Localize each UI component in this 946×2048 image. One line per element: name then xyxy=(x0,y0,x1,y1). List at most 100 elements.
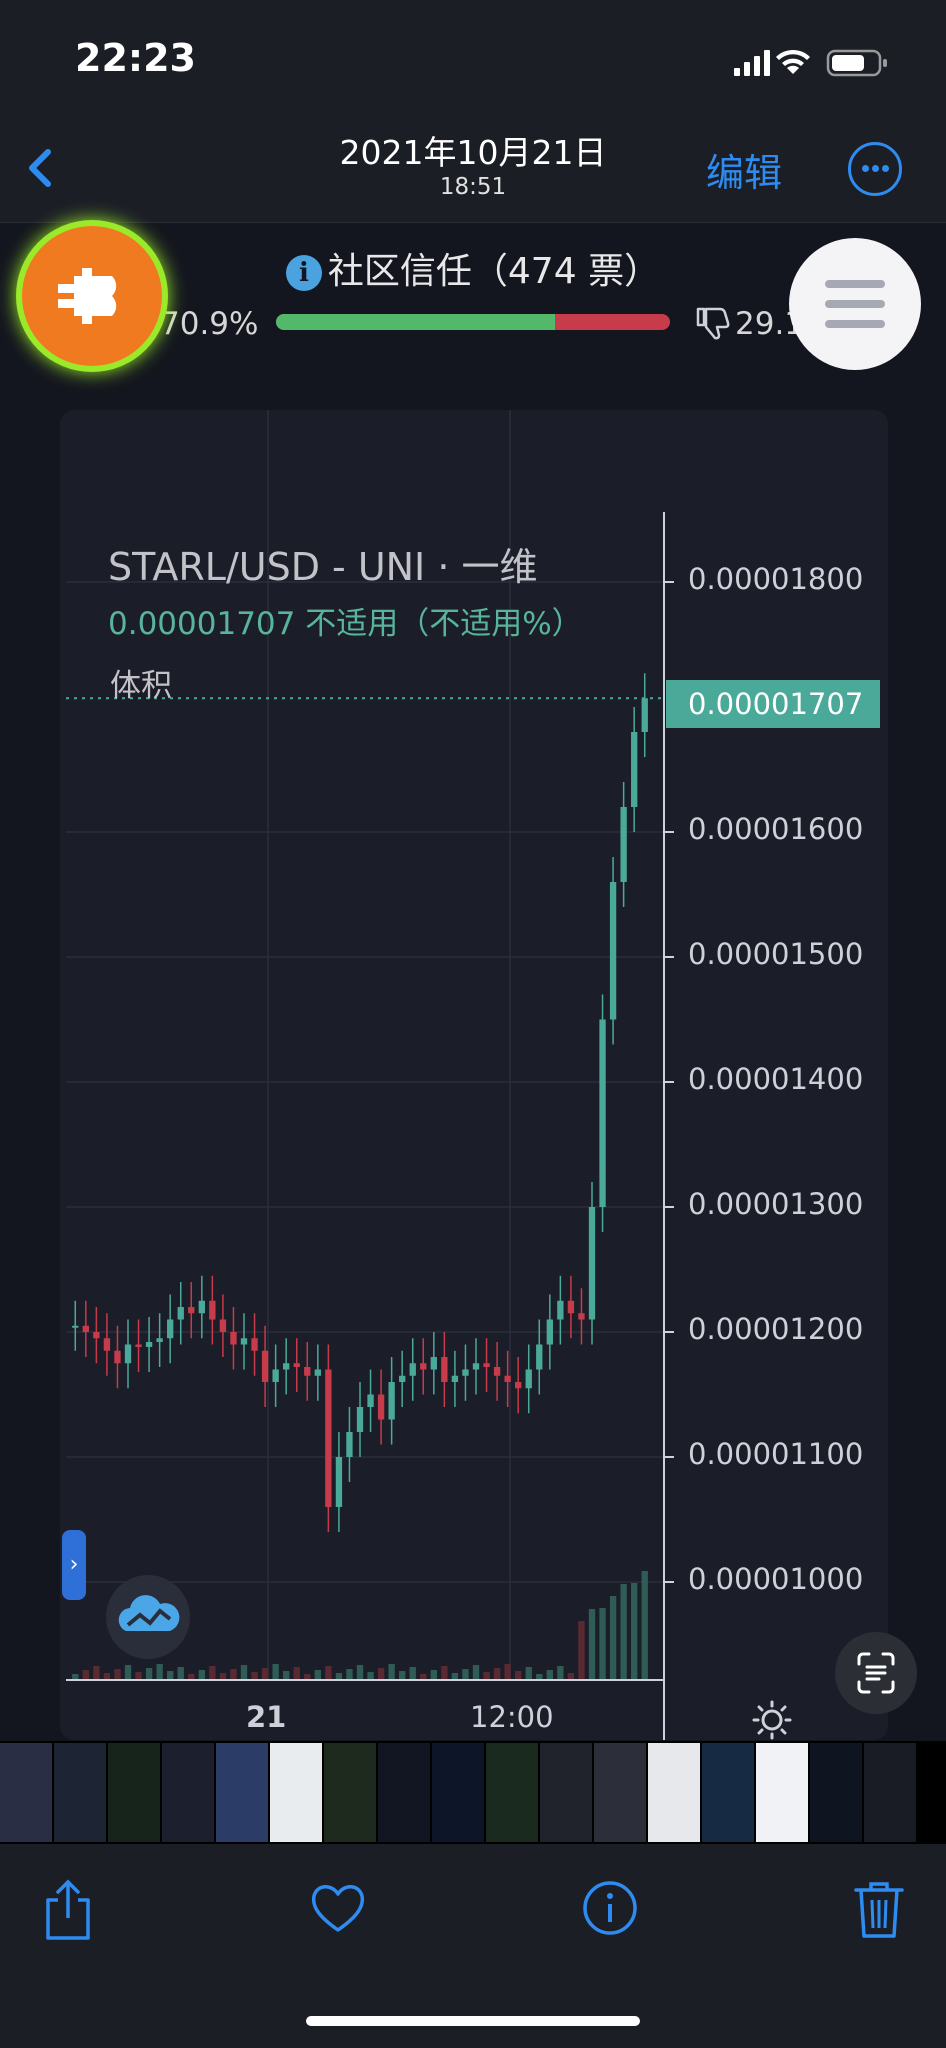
candle-body xyxy=(209,1300,216,1320)
candle-body xyxy=(472,1363,480,1370)
volume-bar xyxy=(609,1596,617,1680)
price-chart[interactable] xyxy=(60,410,888,1740)
cloud-icon[interactable] xyxy=(106,1575,190,1659)
volume-bar xyxy=(588,1609,596,1680)
volume-bar xyxy=(472,1665,480,1680)
photo-thumbnail[interactable] xyxy=(486,1743,538,1842)
volume-bar xyxy=(420,1674,427,1680)
back-chevron-icon[interactable] xyxy=(18,138,68,198)
heart-icon[interactable] xyxy=(308,1878,368,1938)
price-candles xyxy=(72,673,648,1532)
home-indicator[interactable] xyxy=(306,2016,640,2026)
bottom-toolbar xyxy=(0,1844,946,2048)
volume-bar xyxy=(335,1673,343,1680)
volume-bar xyxy=(641,1571,648,1680)
chart-card xyxy=(60,410,888,1740)
edit-button[interactable]: 编辑 xyxy=(706,151,783,195)
candle-body xyxy=(388,1382,395,1420)
volume-bar xyxy=(356,1665,364,1680)
photo-thumbnail[interactable] xyxy=(108,1743,160,1842)
more-options-icon[interactable] xyxy=(848,142,902,196)
candle-body xyxy=(557,1300,564,1320)
photo-thumbnail[interactable] xyxy=(756,1743,808,1842)
photo-thumbnail-strip[interactable] xyxy=(0,1741,946,1844)
candle-body xyxy=(641,698,648,732)
y-tick-label: 0.00001200 xyxy=(688,1312,864,1346)
thumbs-down-icon[interactable] xyxy=(694,305,730,341)
photo-thumbnail[interactable] xyxy=(162,1743,214,1842)
side-panel-toggle[interactable]: › xyxy=(62,1530,86,1600)
info-icon[interactable] xyxy=(580,1878,640,1938)
volume-bar xyxy=(251,1672,258,1680)
candle-body xyxy=(240,1338,248,1345)
volume-bar xyxy=(82,1670,89,1680)
candle-body xyxy=(377,1394,385,1420)
candle-body xyxy=(93,1332,100,1339)
volume-label: 体积 xyxy=(110,668,172,704)
photo-thumbnail[interactable] xyxy=(594,1743,646,1842)
volume-bar xyxy=(177,1667,184,1680)
candle-body xyxy=(230,1332,237,1345)
y-tick-label: 0.00001500 xyxy=(688,937,864,971)
volume-bar xyxy=(525,1667,532,1680)
candle-body xyxy=(82,1325,89,1332)
volume-bar xyxy=(272,1664,279,1680)
candle-body xyxy=(156,1338,163,1342)
photo-thumbnail[interactable] xyxy=(270,1743,322,1842)
candle-body xyxy=(620,807,627,882)
y-tick-label: 0.00001600 xyxy=(688,812,864,846)
candle-body xyxy=(261,1350,269,1382)
volume-bar xyxy=(135,1672,142,1680)
x-tick-label: 12:00 xyxy=(470,1700,554,1734)
candle-body xyxy=(251,1338,258,1351)
status-icons xyxy=(734,49,887,77)
info-circle-icon[interactable]: i xyxy=(285,255,322,291)
volume-bar xyxy=(304,1674,311,1680)
trust-vote-bar xyxy=(276,314,670,330)
photo-thumbnail[interactable] xyxy=(378,1743,430,1842)
y-tick-label: 0.00001400 xyxy=(688,1062,864,1096)
candle-body xyxy=(304,1367,311,1376)
volume-bar xyxy=(261,1668,269,1680)
menu-hamburger-icon[interactable] xyxy=(789,238,921,370)
signal-icon xyxy=(734,50,770,76)
volume-bars xyxy=(72,1571,648,1680)
candle-body xyxy=(399,1375,406,1382)
scan-text-icon[interactable] xyxy=(835,1632,917,1714)
volume-bar xyxy=(451,1673,459,1680)
candle-body xyxy=(177,1307,184,1320)
share-icon[interactable] xyxy=(40,1878,96,1942)
candle-body xyxy=(188,1307,195,1314)
candle-body xyxy=(588,1207,596,1320)
photo-thumbnail[interactable] xyxy=(864,1743,916,1842)
photo-thumbnail[interactable] xyxy=(648,1743,700,1842)
wifi-icon xyxy=(776,49,810,74)
photo-thumbnail[interactable] xyxy=(324,1743,376,1842)
photo-thumbnail[interactable] xyxy=(810,1743,862,1842)
b-logo-glyph xyxy=(58,268,117,324)
photo-thumbnail[interactable] xyxy=(702,1743,754,1842)
photo-thumbnail[interactable] xyxy=(0,1743,52,1842)
photo-thumbnail[interactable] xyxy=(54,1743,106,1842)
candle-body xyxy=(441,1357,448,1382)
community-trust-text: 社区信任（474 票） xyxy=(327,251,661,292)
volume-bar xyxy=(188,1674,195,1680)
brightness-icon[interactable] xyxy=(752,1700,792,1740)
candle-body xyxy=(103,1338,111,1351)
trash-icon[interactable] xyxy=(852,1878,906,1940)
volume-bar xyxy=(599,1608,606,1680)
candle-body xyxy=(546,1319,553,1345)
photo-thumbnail[interactable] xyxy=(216,1743,268,1842)
volume-bar xyxy=(156,1664,163,1680)
photo-thumbnail[interactable] xyxy=(540,1743,592,1842)
photo-thumbnail[interactable] xyxy=(432,1743,484,1842)
trust-positive-percent: 70.9% xyxy=(160,306,259,342)
volume-bar xyxy=(103,1673,111,1680)
volume-bar xyxy=(462,1669,469,1680)
exchange-logo-icon[interactable] xyxy=(22,226,162,366)
volume-bar xyxy=(72,1674,79,1680)
candle-body xyxy=(293,1363,300,1367)
nav-title-date: 2021年10月21日 xyxy=(339,133,607,172)
y-tick-label: 0.00001800 xyxy=(688,562,864,596)
y-tick-label: 0.00001100 xyxy=(688,1437,864,1471)
